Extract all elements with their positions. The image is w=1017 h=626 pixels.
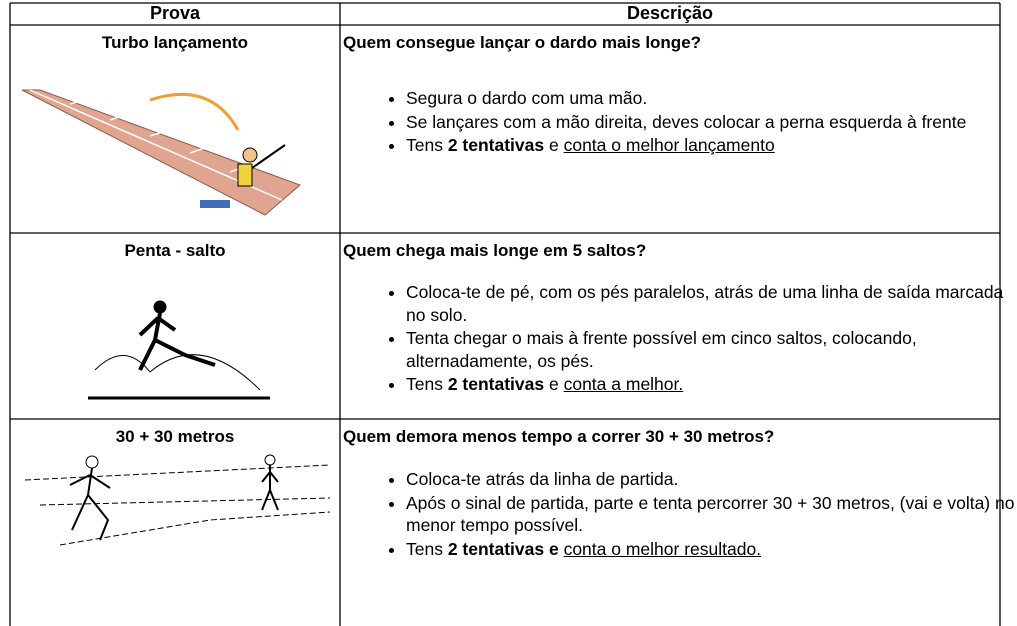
bullet: Se lançares com a mão direita, deves col… xyxy=(406,111,1016,134)
bullet: Coloca-te de pé, com os pés paralelos, a… xyxy=(406,281,1016,326)
bullet: Tens 2 tentativas e conta a melhor. xyxy=(406,373,1016,396)
text-run: Segura o dardo com uma mão. xyxy=(406,88,648,108)
text-run: Se lançares com a mão direita, deves col… xyxy=(406,111,967,132)
text-run: Coloca-te de pé, com os pés paralelos, a… xyxy=(406,282,1004,325)
text-run: Coloca-te atrás da linha de partida. xyxy=(406,469,679,489)
bullet: Tens 2 tentativas e conta o melhor lança… xyxy=(406,134,1016,157)
text-run: Após o sinal de partida, parte e tenta p… xyxy=(406,492,1015,536)
question: Quem consegue lançar o dardo mais longe? xyxy=(343,33,702,52)
bullet: Coloca-te atrás da linha de partida. xyxy=(406,468,1016,491)
text-run: e xyxy=(544,135,564,155)
event-title: Turbo lançamento xyxy=(101,33,249,52)
text-run: Tenta chegar o mais à frente possível em… xyxy=(406,328,917,371)
bullet: Tenta chegar o mais à frente possível em… xyxy=(406,327,1016,372)
header-cell: Prova xyxy=(149,3,201,23)
bullet-list: Segura o dardo com uma mão. Se lançares c… xyxy=(362,87,1016,158)
bullet: Segura o dardo com uma mão. xyxy=(406,87,1016,110)
text-run: 2 tentativas xyxy=(447,374,545,394)
bullet-list: Coloca-te de pé, com os pés paralelos, a… xyxy=(362,281,1016,397)
text-run: Tens xyxy=(406,374,448,394)
question: Quem demora menos tempo a correr 30 + 30… xyxy=(343,427,775,446)
text-run: e xyxy=(544,374,564,394)
jump-illustration xyxy=(88,300,270,400)
bullet: Tens 2 tentativas e conta o melhor resul… xyxy=(406,538,1016,561)
text-run: 2 tentativas e xyxy=(447,538,564,559)
text-run: conta o melhor resultado. xyxy=(563,538,762,559)
javelin-illustration xyxy=(21,89,301,216)
event-title: Penta - salto xyxy=(124,241,226,260)
event-title: 30 + 30 metros xyxy=(115,427,235,446)
question: Quem chega mais longe em 5 saltos? xyxy=(343,241,647,260)
bullet-list: Coloca-te atrás da linha de partida. Após… xyxy=(362,468,1016,561)
bullet: Após o sinal de partida, parte e tenta p… xyxy=(406,492,1016,537)
text-run: conta a melhor. xyxy=(563,374,684,394)
text-run: conta o melhor lançamento xyxy=(563,135,775,155)
text-run: Tens xyxy=(406,538,448,559)
text-run: 2 tentativas xyxy=(447,135,545,155)
run-illustration xyxy=(24,454,331,546)
header-cell: Descrição xyxy=(626,3,714,23)
text-run: Tens xyxy=(406,135,448,155)
